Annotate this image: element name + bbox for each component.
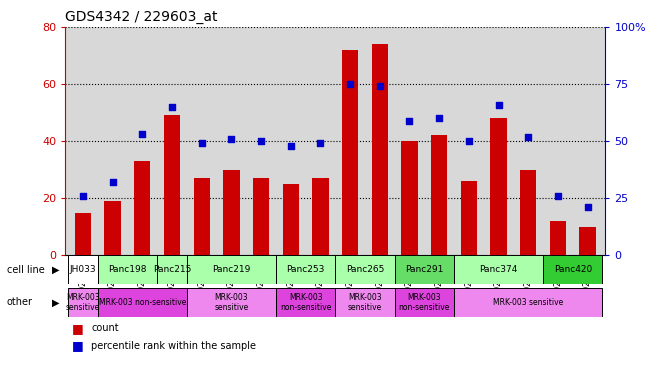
Text: MRK-003
non-sensitive: MRK-003 non-sensitive	[280, 293, 331, 312]
Bar	[490, 118, 506, 255]
Bar	[75, 212, 91, 255]
Bar	[431, 136, 447, 255]
Bar	[193, 178, 210, 255]
Bar	[579, 227, 596, 255]
Bar	[335, 288, 395, 317]
Text: Panc265: Panc265	[346, 265, 384, 274]
Text: Panc219: Panc219	[212, 265, 251, 274]
Text: cell line: cell line	[7, 265, 44, 275]
Bar	[98, 288, 187, 317]
Bar	[461, 181, 477, 255]
Bar	[335, 255, 395, 284]
Bar	[372, 44, 388, 255]
Text: ▶: ▶	[51, 297, 59, 308]
Point	[404, 118, 415, 124]
Point	[553, 193, 563, 199]
Bar	[276, 288, 335, 317]
Bar	[395, 255, 454, 284]
Bar	[223, 170, 240, 255]
Bar	[454, 288, 602, 317]
Text: MRK-003 non-sensitive: MRK-003 non-sensitive	[98, 298, 186, 307]
Bar	[104, 201, 121, 255]
Bar	[342, 50, 358, 255]
Bar	[276, 255, 335, 284]
Text: Panc420: Panc420	[553, 265, 592, 274]
Bar	[187, 255, 276, 284]
Point	[197, 140, 207, 146]
Point	[107, 179, 118, 185]
Bar	[157, 255, 187, 284]
Text: percentile rank within the sample: percentile rank within the sample	[91, 341, 256, 351]
Point	[315, 140, 326, 146]
Point	[523, 134, 533, 140]
Text: ■: ■	[72, 322, 83, 335]
Point	[493, 101, 504, 108]
Text: MRK-003 sensitive: MRK-003 sensitive	[493, 298, 563, 307]
Bar	[253, 178, 270, 255]
Point	[286, 142, 296, 149]
Bar	[312, 178, 329, 255]
Point	[464, 138, 474, 144]
Bar	[68, 255, 98, 284]
Text: count: count	[91, 323, 118, 333]
Bar	[549, 221, 566, 255]
Text: GDS4342 / 229603_at: GDS4342 / 229603_at	[65, 10, 217, 25]
Text: Panc253: Panc253	[286, 265, 325, 274]
Bar	[68, 288, 98, 317]
Bar	[98, 255, 157, 284]
Text: MRK-003
sensitive: MRK-003 sensitive	[348, 293, 382, 312]
Text: JH033: JH033	[70, 265, 96, 274]
Text: MRK-003
sensitive: MRK-003 sensitive	[66, 293, 100, 312]
Text: other: other	[7, 297, 33, 308]
Bar	[283, 184, 299, 255]
Point	[167, 104, 177, 110]
Bar	[454, 255, 543, 284]
Bar	[187, 288, 276, 317]
Text: Panc215: Panc215	[153, 265, 191, 274]
Text: Panc374: Panc374	[479, 265, 518, 274]
Point	[77, 193, 88, 199]
Bar	[520, 170, 536, 255]
Point	[137, 131, 148, 137]
Bar	[164, 116, 180, 255]
Text: ▶: ▶	[51, 265, 59, 275]
Point	[374, 83, 385, 89]
Text: Panc291: Panc291	[405, 265, 443, 274]
Bar	[401, 141, 418, 255]
Text: MRK-003
sensitive: MRK-003 sensitive	[214, 293, 249, 312]
Point	[256, 138, 266, 144]
Text: MRK-003
non-sensitive: MRK-003 non-sensitive	[398, 293, 450, 312]
Bar	[395, 288, 454, 317]
Point	[226, 136, 236, 142]
Text: ■: ■	[72, 339, 83, 352]
Text: Panc198: Panc198	[108, 265, 146, 274]
Bar	[543, 255, 602, 284]
Point	[583, 204, 593, 210]
Bar	[134, 161, 150, 255]
Point	[345, 81, 355, 87]
Point	[434, 115, 445, 121]
